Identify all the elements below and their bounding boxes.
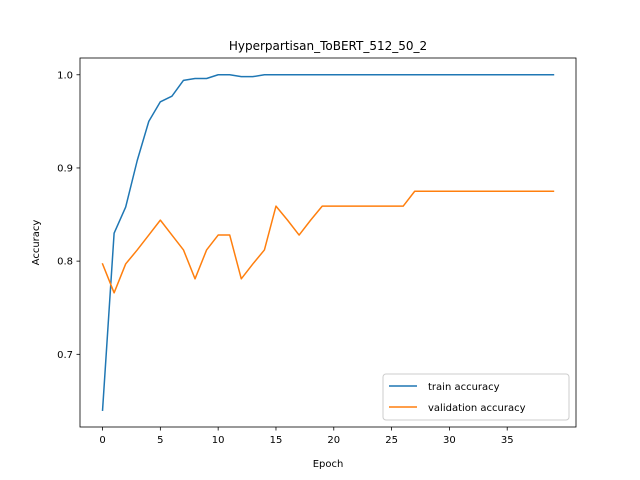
legend-box — [382, 373, 570, 421]
y-tick-label: 0.7 — [57, 350, 73, 361]
series-layer — [101, 74, 555, 412]
legend-label-validation: validation accuracy — [428, 403, 526, 414]
x-tick-label: 10 — [212, 435, 225, 446]
legend-label-train: train accuracy — [428, 382, 500, 393]
legend: train accuracy validation accuracy — [382, 373, 570, 421]
chart-title: Hyperpartisan_ToBERT_512_50_2 — [229, 39, 427, 53]
x-tick-label: 35 — [501, 435, 514, 446]
series-line-train-accuracy — [101, 74, 555, 412]
x-tick-label: 30 — [443, 435, 456, 446]
x-tick-label: 20 — [327, 435, 340, 446]
y-axis-ticks: 0.7 0.8 0.9 1.0 — [57, 70, 80, 361]
x-axis-label: Epoch — [313, 459, 344, 470]
x-tick-label: 5 — [157, 435, 163, 446]
x-tick-label: 0 — [99, 435, 105, 446]
x-axis-ticks: 0 5 10 15 20 25 30 35 — [99, 427, 514, 446]
y-tick-label: 0.8 — [57, 257, 73, 268]
y-tick-label: 1.0 — [57, 70, 73, 81]
plot-area — [80, 58, 576, 427]
y-tick-label: 0.9 — [57, 163, 73, 174]
x-tick-label: 15 — [270, 435, 283, 446]
axes-frame — [79, 57, 577, 428]
series-line-validation-accuracy — [101, 190, 555, 294]
y-axis-label: Accuracy — [31, 220, 42, 266]
x-tick-label: 25 — [385, 435, 398, 446]
